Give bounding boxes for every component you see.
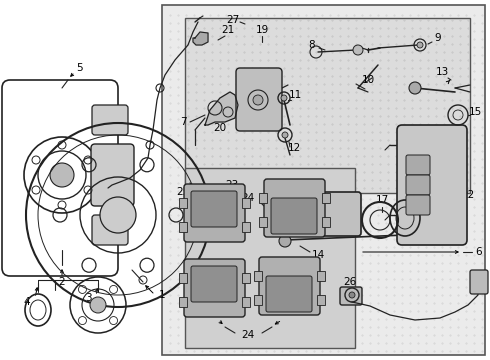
Bar	[242, 198, 250, 208]
Text: 9: 9	[435, 33, 441, 43]
FancyBboxPatch shape	[92, 215, 128, 245]
FancyBboxPatch shape	[184, 259, 245, 317]
Bar	[179, 273, 187, 283]
Bar	[317, 271, 325, 281]
Circle shape	[100, 197, 136, 233]
Text: 12: 12	[287, 143, 301, 153]
Bar	[185, 18, 470, 193]
Bar	[179, 198, 187, 208]
Text: 24: 24	[242, 330, 255, 340]
Text: 23: 23	[225, 180, 239, 190]
FancyBboxPatch shape	[470, 270, 488, 294]
Bar	[254, 295, 262, 305]
Bar	[317, 295, 325, 305]
Text: 26: 26	[343, 277, 357, 287]
Text: 11: 11	[289, 90, 302, 100]
FancyBboxPatch shape	[259, 257, 320, 315]
FancyBboxPatch shape	[236, 68, 282, 131]
Text: 1: 1	[159, 290, 165, 300]
Text: 16: 16	[333, 195, 346, 205]
FancyBboxPatch shape	[406, 195, 430, 215]
Text: 20: 20	[214, 123, 226, 133]
Text: 13: 13	[436, 67, 449, 77]
Text: 24: 24	[242, 193, 255, 203]
FancyBboxPatch shape	[92, 105, 128, 135]
FancyBboxPatch shape	[266, 276, 312, 312]
Bar	[254, 271, 262, 281]
Text: 7: 7	[180, 117, 186, 127]
Text: 10: 10	[362, 75, 374, 85]
FancyBboxPatch shape	[184, 184, 245, 242]
FancyBboxPatch shape	[271, 198, 317, 234]
Bar	[259, 193, 267, 203]
Bar	[322, 217, 330, 227]
FancyBboxPatch shape	[340, 287, 362, 305]
Text: 22: 22	[462, 190, 475, 200]
Bar	[242, 222, 250, 232]
Circle shape	[349, 292, 355, 298]
Bar	[179, 297, 187, 307]
Circle shape	[281, 95, 287, 101]
Circle shape	[279, 235, 291, 247]
Text: 5: 5	[75, 63, 82, 73]
FancyBboxPatch shape	[319, 192, 361, 236]
Bar	[259, 217, 267, 227]
Polygon shape	[193, 32, 208, 45]
Circle shape	[409, 82, 421, 94]
Circle shape	[417, 42, 423, 48]
Polygon shape	[205, 92, 238, 125]
FancyBboxPatch shape	[264, 179, 325, 237]
Bar	[179, 222, 187, 232]
Text: 18: 18	[399, 200, 413, 210]
Bar	[185, 168, 355, 348]
FancyBboxPatch shape	[191, 266, 237, 302]
Text: 19: 19	[255, 25, 269, 35]
Circle shape	[282, 132, 288, 138]
Text: 21: 21	[221, 25, 235, 35]
Bar	[322, 193, 330, 203]
Text: 25: 25	[176, 187, 190, 197]
FancyBboxPatch shape	[406, 155, 430, 175]
Text: 14: 14	[311, 250, 324, 260]
FancyBboxPatch shape	[191, 191, 237, 227]
FancyBboxPatch shape	[406, 175, 430, 195]
Text: 3: 3	[85, 293, 91, 303]
Bar	[242, 297, 250, 307]
Bar	[242, 273, 250, 283]
Circle shape	[50, 163, 74, 187]
Circle shape	[353, 45, 363, 55]
Text: 17: 17	[375, 195, 389, 205]
Text: 8: 8	[309, 40, 315, 50]
Text: 27: 27	[226, 15, 240, 25]
Circle shape	[90, 297, 106, 313]
Text: 4: 4	[24, 297, 30, 307]
Text: 15: 15	[468, 107, 482, 117]
Text: 2: 2	[59, 277, 65, 287]
Circle shape	[253, 95, 263, 105]
Bar	[162, 5, 485, 355]
FancyBboxPatch shape	[91, 144, 134, 206]
Text: 6: 6	[476, 247, 482, 257]
FancyBboxPatch shape	[397, 125, 467, 245]
